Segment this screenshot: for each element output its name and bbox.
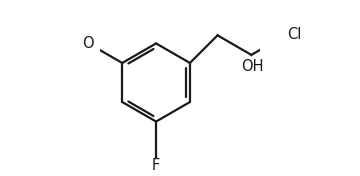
Text: F: F	[152, 158, 160, 172]
Text: Cl: Cl	[288, 27, 302, 42]
Text: OH: OH	[241, 59, 264, 74]
Text: O: O	[82, 36, 94, 51]
